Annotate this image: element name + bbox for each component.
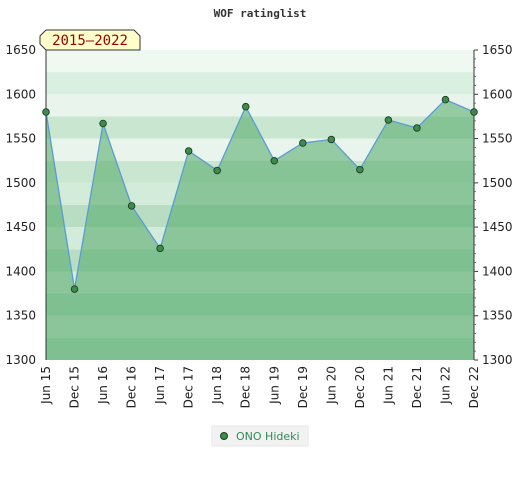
x-tick-label: Dec 17 (182, 366, 196, 408)
data-point[interactable] (127, 202, 136, 210)
x-tick-label: Jun 21 (381, 366, 395, 405)
series-line (45, 98, 475, 290)
x-tick-label: Jun 16 (96, 366, 110, 405)
legend-marker (220, 432, 228, 440)
y-tick-label: 1350 (482, 309, 513, 323)
data-point[interactable] (99, 119, 107, 128)
data-point[interactable] (413, 124, 421, 132)
x-tick-label: Dec 19 (296, 366, 310, 408)
data-point[interactable] (384, 116, 393, 124)
y-tick-label: 1550 (482, 132, 513, 146)
x-ticks: Jun 15 Dec 15 Jun 16 Dec 16 Jun 17 Dec 17 Jun … (39, 366, 481, 408)
y-tick-label: 1500 (482, 176, 513, 190)
band (46, 50, 474, 73)
axes (45, 50, 475, 360)
band (46, 94, 474, 117)
x-tick-label: Dec 15 (68, 366, 82, 408)
series-points (42, 95, 478, 293)
data-point[interactable] (299, 139, 307, 147)
chart-title: WOF ratinglist (214, 7, 307, 20)
y-tick-label: 1450 (5, 220, 36, 234)
data-point[interactable] (441, 95, 450, 104)
y-tick-label: 1450 (482, 220, 513, 234)
x-tick-label: Jun 15 (39, 366, 53, 405)
x-tick-label: Jun 20 (324, 366, 338, 405)
y-tick-label: 1350 (5, 309, 36, 323)
x-tick-label: Dec 18 (239, 366, 253, 408)
data-point[interactable] (270, 156, 279, 165)
area-fill (46, 99, 474, 360)
x-tick-label: Jun 17 (153, 366, 167, 405)
data-point[interactable] (241, 102, 250, 111)
legend-label: ONO Hideki (236, 430, 300, 443)
x-tick-label: Dec 16 (125, 366, 139, 408)
y-tick-label: 1600 (5, 87, 36, 101)
x-tick-label: Jun 18 (210, 366, 224, 405)
x-tick-label: Dec 22 (467, 366, 481, 408)
period-badge: 2015–2022 (39, 29, 141, 51)
y-tick-label: 1500 (5, 176, 36, 190)
data-point[interactable] (327, 135, 336, 144)
data-point[interactable] (42, 108, 50, 116)
y-ticks-left: 1300 1350 1400 1450 1500 1550 1600 1650 (5, 43, 36, 367)
y-tick-label: 1400 (482, 264, 513, 278)
data-point[interactable] (213, 166, 221, 175)
band (46, 116, 474, 139)
data-point[interactable] (356, 165, 364, 174)
series-area (45, 98, 475, 360)
legend[interactable]: ONO Hideki (211, 425, 309, 447)
y-tick-label: 1400 (5, 264, 36, 278)
band (46, 72, 474, 95)
data-point[interactable] (156, 244, 164, 253)
y-tick-label: 1300 (5, 353, 36, 367)
y-tick-label: 1300 (482, 353, 513, 367)
y-tick-label: 1650 (5, 43, 36, 57)
x-tick-label: Jun 19 (267, 366, 281, 405)
x-tick-label: Dec 21 (410, 366, 424, 408)
period-badge-label: 2015–2022 (52, 33, 128, 49)
data-point[interactable] (70, 285, 79, 293)
data-point[interactable] (184, 147, 193, 155)
x-tick-label: Dec 20 (353, 366, 367, 408)
y-ticks-right: 1300 1350 1400 1450 1500 1550 1600 1650 (474, 43, 513, 367)
y-tick-label: 1550 (5, 132, 36, 146)
y-tick-label: 1600 (482, 87, 513, 101)
x-tick-label: Jun 22 (438, 366, 452, 405)
y-tick-label: 1650 (482, 43, 513, 57)
